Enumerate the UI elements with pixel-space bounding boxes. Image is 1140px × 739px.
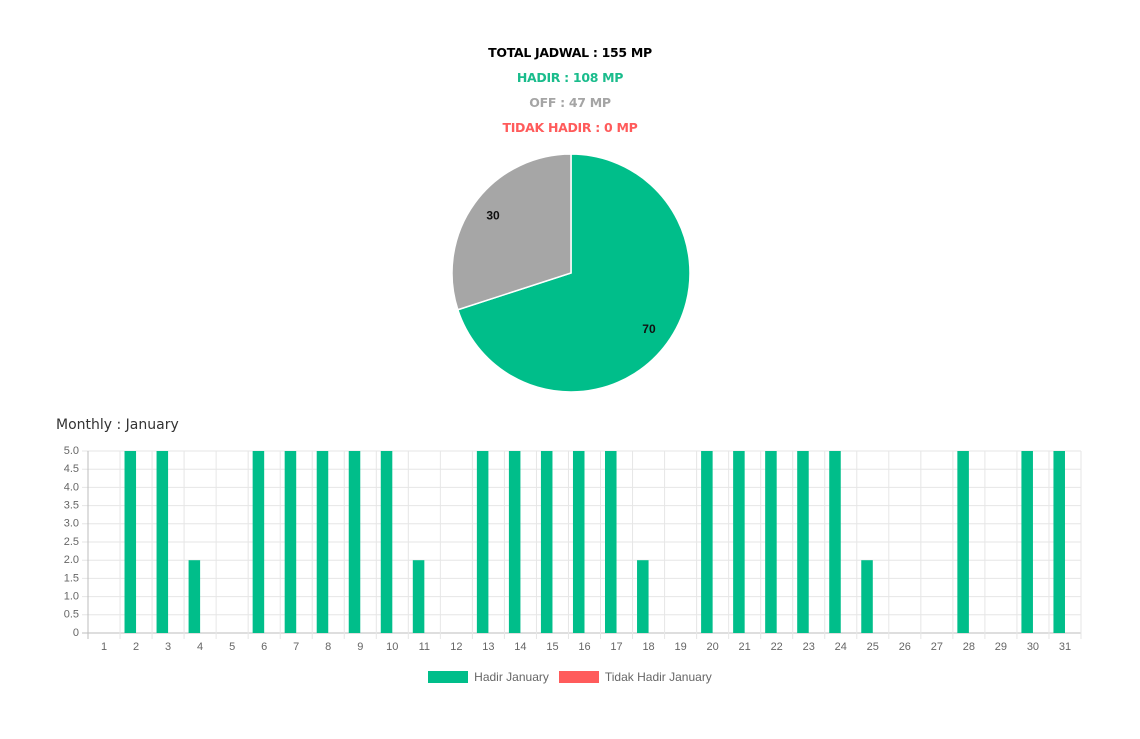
bar-hadir-january[interactable] xyxy=(637,560,649,633)
attendance-summary: TOTAL JADWAL : 155 MP HADIR : 108 MP OFF… xyxy=(0,40,1140,140)
legend-swatch-hadir xyxy=(428,671,469,683)
x-tick-label: 12 xyxy=(450,641,462,653)
x-tick-label: 11 xyxy=(419,641,430,653)
y-tick-label: 3.5 xyxy=(64,500,79,512)
bar-hadir-january[interactable] xyxy=(124,451,137,633)
bar-hadir-january[interactable] xyxy=(1021,451,1033,633)
bar-hadir-january[interactable] xyxy=(284,451,297,633)
y-tick-label: 2.0 xyxy=(64,554,79,566)
bar-hadir-january[interactable] xyxy=(701,451,713,633)
x-tick-label: 6 xyxy=(261,641,267,653)
bar-chart-legend: Hadir January Tidak Hadir January xyxy=(0,670,1140,684)
x-tick-label: 8 xyxy=(325,641,331,653)
x-tick-label: 27 xyxy=(931,641,943,653)
bar-hadir-january[interactable] xyxy=(540,451,553,633)
bar-hadir-january[interactable] xyxy=(508,451,521,633)
monthly-chart-title: Monthly : January xyxy=(56,417,179,433)
bar-hadir-january[interactable] xyxy=(605,451,617,633)
y-tick-label: 4.5 xyxy=(64,463,79,475)
x-tick-label: 2 xyxy=(133,641,139,653)
pie-slice-hadir[interactable] xyxy=(456,153,691,393)
bar-hadir-january[interactable] xyxy=(797,451,809,633)
x-tick-label: 5 xyxy=(229,641,235,653)
bar-hadir-january[interactable] xyxy=(861,560,873,633)
pie-slice-off[interactable] xyxy=(451,153,572,311)
x-tick-label: 4 xyxy=(197,641,203,653)
bar-hadir-january[interactable] xyxy=(765,451,777,633)
x-tick-label: 30 xyxy=(1027,641,1039,653)
bar-hadir-january[interactable] xyxy=(252,451,265,633)
bar-hadir-january[interactable] xyxy=(156,451,169,633)
x-tick-label: 24 xyxy=(835,641,847,653)
y-tick-label: 3.0 xyxy=(64,518,79,530)
bar-hadir-january[interactable] xyxy=(829,451,841,633)
x-tick-label: 21 xyxy=(739,641,751,653)
attendance-pie-chart: 70 30 xyxy=(451,153,691,393)
bar-hadir-january[interactable] xyxy=(957,451,969,633)
y-tick-label: 0.5 xyxy=(64,609,79,621)
legend-label-hadir: Hadir January xyxy=(474,670,549,684)
pie-data-label: 30 xyxy=(486,209,500,223)
x-tick-label: 15 xyxy=(546,641,558,653)
x-tick-label: 29 xyxy=(995,641,1007,653)
monthly-bar-chart: 00.51.01.52.02.53.03.54.04.55.01 2 3 4 5 6 7 8 9… xyxy=(64,445,1082,653)
x-tick-label: 19 xyxy=(674,641,686,653)
off-label: OFF : 47 MP xyxy=(529,95,611,110)
x-tick-label: 16 xyxy=(578,641,590,653)
x-tick-label: 3 xyxy=(165,641,171,653)
tidak-hadir-label: TIDAK HADIR : 0 MP xyxy=(502,120,638,135)
x-tick-label: 9 xyxy=(357,641,363,653)
x-tick-label: 7 xyxy=(293,641,299,653)
bar-hadir-january[interactable] xyxy=(572,451,585,633)
x-tick-label: 22 xyxy=(771,641,783,653)
bar-hadir-january[interactable] xyxy=(348,451,361,633)
bar-hadir-january[interactable] xyxy=(476,451,489,633)
bar-hadir-january[interactable] xyxy=(733,451,745,633)
bar-hadir-january[interactable] xyxy=(1053,451,1065,633)
y-tick-label: 2.5 xyxy=(64,536,79,548)
hadir-label: HADIR : 108 MP xyxy=(516,70,624,85)
legend-label-tidak-hadir: Tidak Hadir January xyxy=(604,670,712,684)
y-tick-label: 1.0 xyxy=(64,591,79,603)
total-jadwal-label: TOTAL JADWAL : 155 MP xyxy=(488,45,652,60)
y-tick-label: 0 xyxy=(73,627,79,639)
x-tick-label: 26 xyxy=(899,641,911,653)
bar-hadir-january[interactable] xyxy=(188,560,201,633)
y-tick-label: 4.0 xyxy=(64,481,79,493)
legend-item-tidak-hadir[interactable]: Tidak Hadir January xyxy=(558,670,712,684)
legend-swatch-tidak-hadir xyxy=(558,671,599,683)
x-tick-label: 18 xyxy=(642,641,654,653)
x-tick-label: 23 xyxy=(803,641,815,653)
bar-hadir-january[interactable] xyxy=(380,451,393,633)
bar-hadir-january[interactable] xyxy=(412,560,425,633)
x-tick-label: 1 xyxy=(101,641,107,653)
x-tick-label: 13 xyxy=(482,641,494,653)
pie-data-label: 70 xyxy=(642,322,656,336)
x-tick-label: 20 xyxy=(707,641,719,653)
x-tick-label: 28 xyxy=(963,641,975,653)
x-tick-label: 10 xyxy=(386,641,398,653)
x-tick-label: 17 xyxy=(610,641,622,653)
bar-hadir-january[interactable] xyxy=(316,451,329,633)
x-tick-label: 14 xyxy=(514,641,526,653)
legend-item-hadir[interactable]: Hadir January xyxy=(428,670,549,684)
x-tick-label: 25 xyxy=(867,641,879,653)
y-tick-label: 1.5 xyxy=(64,572,79,584)
x-tick-label: 31 xyxy=(1059,641,1071,653)
y-tick-label: 5.0 xyxy=(64,445,79,457)
